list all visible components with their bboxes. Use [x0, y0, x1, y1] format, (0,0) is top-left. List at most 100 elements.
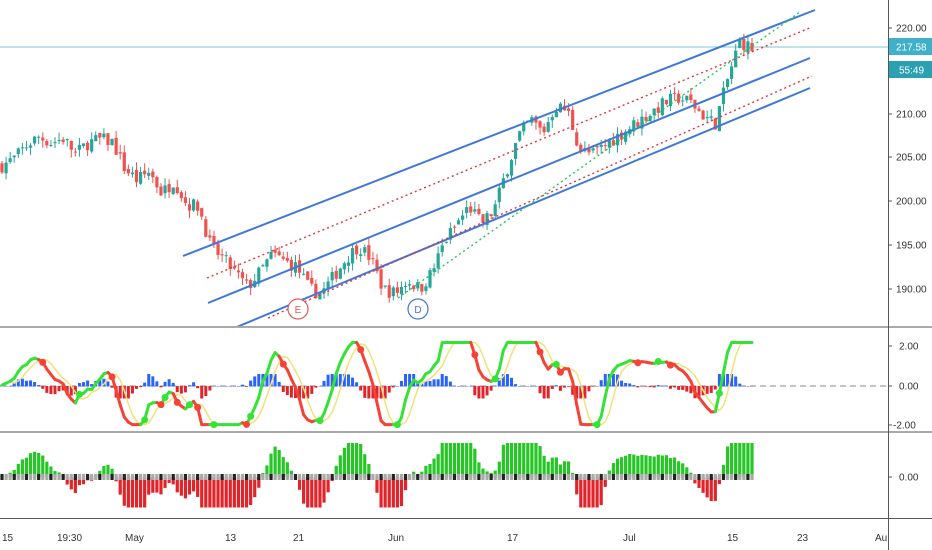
momentum-bar [208, 477, 212, 508]
momentum-zero-marker [436, 474, 440, 480]
regression-channel[interactable] [182, 9, 816, 329]
marker-e[interactable]: E [287, 298, 309, 320]
momentum-zero-marker [652, 474, 656, 480]
momentum-bar [746, 443, 750, 478]
osc-hist-bar [289, 386, 293, 398]
osc-cross-dot [393, 421, 401, 429]
momentum-zero-marker [705, 474, 709, 480]
momentum-zero-marker [175, 474, 179, 480]
momentum-bar [306, 477, 310, 508]
price-axis[interactable]: 220.00 210.00 205.00 200.00 195.00 190.0… [888, 24, 932, 296]
osc-hist-bar [599, 380, 603, 387]
osc-hist-bar [139, 386, 143, 388]
momentum-bar [138, 477, 143, 508]
osc-hist-bar [322, 380, 326, 387]
osc-hist-bar [420, 383, 424, 387]
momentum-zero-marker [526, 474, 530, 480]
momentum-bar [562, 461, 567, 478]
oscillator-axis[interactable]: 2.00 0.00 -2.00 [888, 342, 919, 432]
osc-hist-bar [69, 386, 73, 396]
momentum-bar [375, 477, 379, 493]
candle-body [701, 110, 705, 120]
osc-line-segment [721, 350, 730, 375]
candle-body [318, 293, 322, 300]
momentum-zero-marker [322, 474, 326, 480]
osc-hist-bar [208, 386, 212, 391]
momentum-axis[interactable]: 0.00 [888, 473, 919, 484]
candle-body [538, 121, 542, 128]
momentum-zero-marker [685, 474, 689, 480]
momentum-bar [595, 477, 599, 508]
osc-hist-bar [130, 386, 134, 394]
candle-body [624, 131, 628, 142]
marker-d[interactable]: D [407, 298, 429, 320]
candles[interactable] [0, 33, 754, 303]
oscillator-pane[interactable] [0, 340, 888, 429]
momentum-zero-marker [591, 474, 595, 480]
osc-hist-bar [628, 383, 632, 387]
osc-hist-bar [90, 384, 94, 387]
channel-middle-line[interactable] [207, 57, 811, 304]
osc-cross-dot [108, 373, 116, 381]
candle-body [216, 243, 220, 255]
time-axis[interactable]: 15 19:30 May 13 21 Jun 17 Jul 15 23 Au [2, 533, 887, 544]
osc-hist-bar [673, 386, 677, 388]
momentum-bar [575, 477, 579, 495]
momentum-bar [566, 461, 571, 478]
osc-hist-bar [200, 386, 204, 399]
candle-body [436, 253, 440, 269]
candle-body [591, 148, 595, 151]
momentum-zero-marker [249, 474, 253, 480]
osc-hist-bar [298, 386, 302, 399]
momentum-zero-marker [151, 474, 155, 480]
momentum-bar [240, 477, 245, 508]
price-pane[interactable]: E D [0, 9, 888, 329]
osc-hist-bar [591, 386, 595, 387]
momentum-bar [228, 477, 232, 508]
candle-body [236, 270, 241, 273]
candle-body [656, 107, 660, 113]
osc-hist-bar [632, 385, 636, 387]
momentum-bar [681, 463, 685, 478]
candle-body [587, 148, 591, 153]
momentum-zero-marker [8, 474, 12, 480]
momentum-bar [750, 443, 754, 478]
candle-body [314, 283, 318, 298]
momentum-bar [81, 477, 86, 485]
momentum-zero-marker [232, 474, 236, 480]
momentum-zero-marker [493, 474, 497, 480]
osc-cross-dots [39, 346, 723, 429]
momentum-bar [644, 455, 648, 478]
channel-upper-line[interactable] [182, 9, 816, 257]
momentum-zero-marker [721, 474, 726, 480]
osc-hist-bar [489, 386, 493, 391]
osc-line-segment [399, 398, 408, 419]
osc-line-segment [265, 358, 273, 375]
momentum-zero-marker [371, 474, 375, 480]
osc-hist-bar [518, 386, 522, 387]
momentum-bar [636, 455, 640, 478]
channel-lower-dotted-line[interactable] [267, 75, 813, 319]
osc-cross-dot [210, 421, 218, 429]
candle-body [460, 215, 465, 220]
momentum-zero-marker [538, 474, 542, 480]
osc-hist-bar [730, 374, 734, 387]
channel-upper-dotted-line[interactable] [206, 26, 813, 279]
osc-hist-bar [424, 380, 428, 387]
momentum-zero-marker [216, 474, 220, 480]
osc-hist-bar [485, 386, 489, 396]
countdown-label: 55:49 [899, 66, 924, 77]
momentum-zero-marker [489, 474, 493, 480]
momentum-zero-marker [689, 474, 693, 480]
momentum-pane[interactable] [0, 443, 754, 508]
momentum-zero-markers [0, 474, 754, 480]
osc-hist-bar [652, 386, 656, 388]
candle-body [228, 257, 232, 269]
osc-hist-bar [371, 386, 375, 399]
channel-lower-line[interactable] [232, 87, 811, 329]
momentum-zero-marker [717, 474, 721, 480]
trend-green-dotted-line[interactable] [397, 11, 801, 299]
candle-body [664, 99, 669, 105]
momentum-zero-marker [465, 474, 469, 480]
